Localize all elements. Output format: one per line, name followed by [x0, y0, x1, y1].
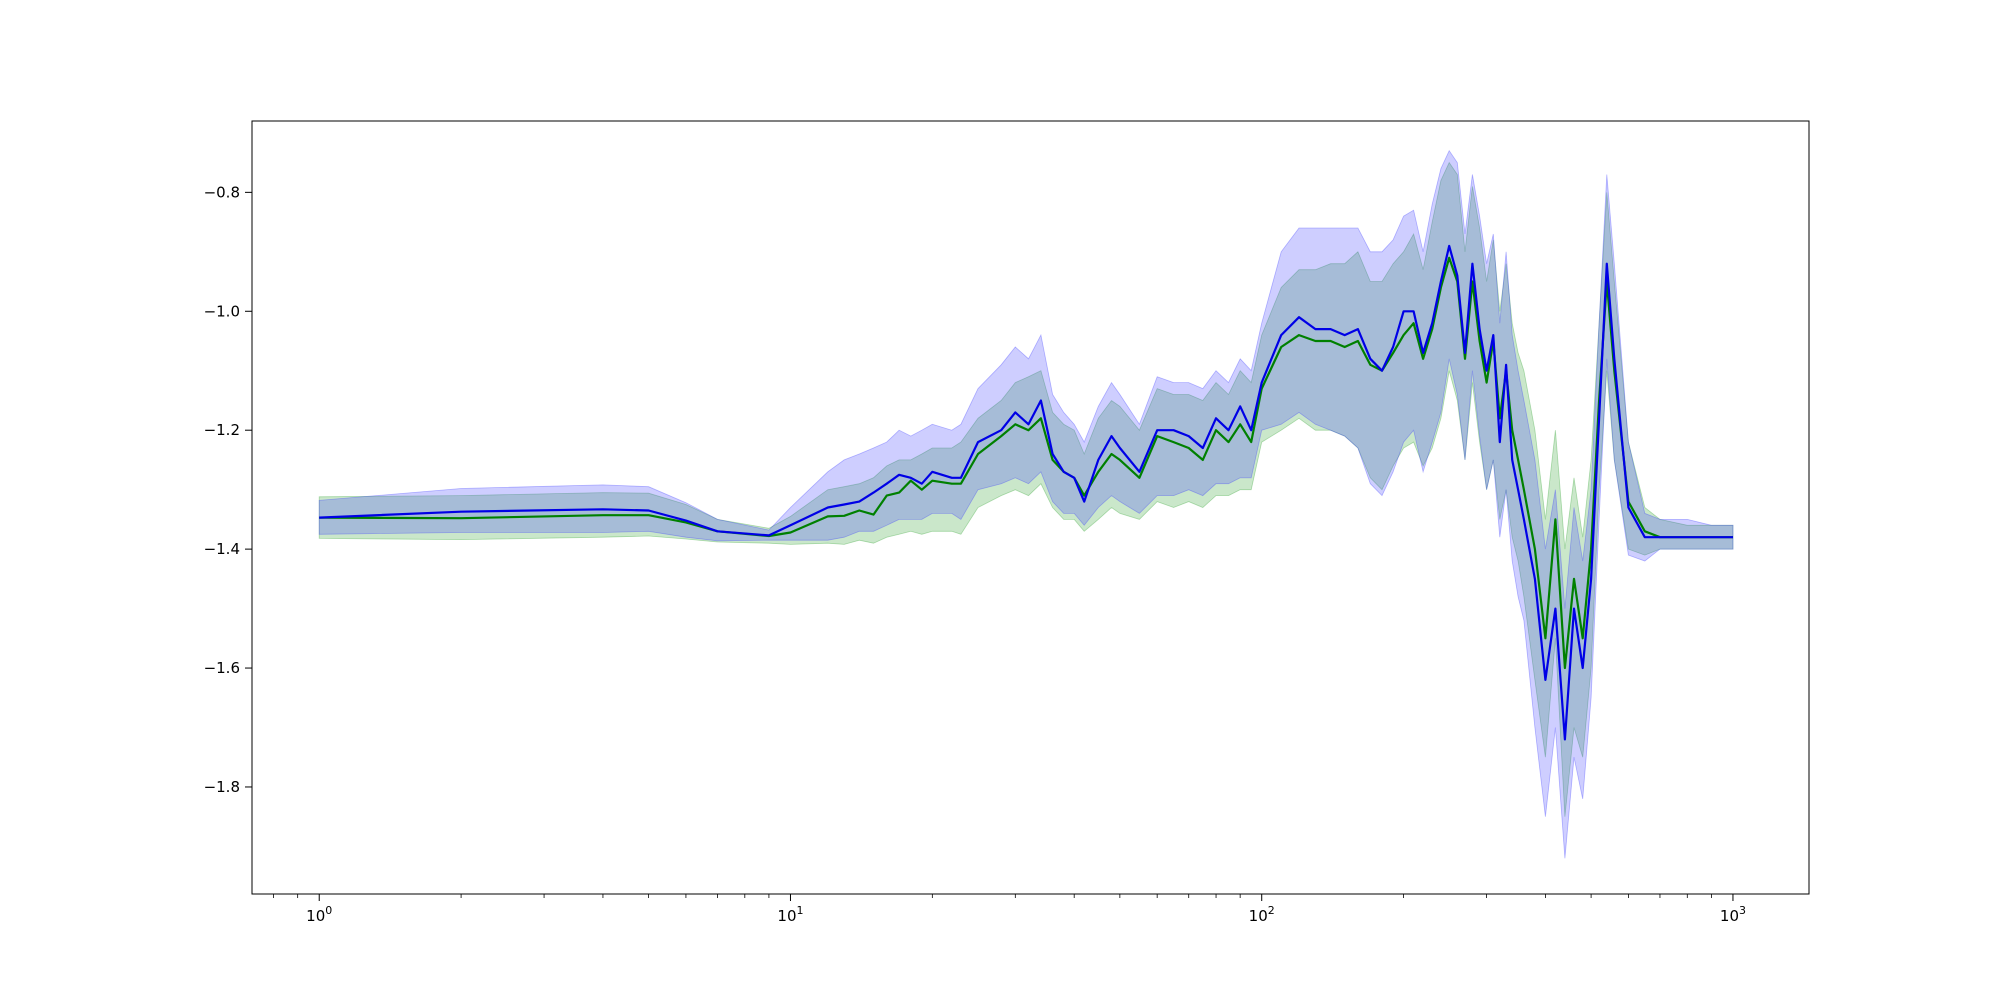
band-series-2 [318, 149, 1734, 859]
band-series-1 [318, 161, 1734, 817]
uncertainty-bands [318, 149, 1734, 859]
y-tick-label-2: −1.2 [204, 421, 240, 439]
y-tick-label-5: −1.8 [204, 778, 240, 796]
y-axis: −0.8 −1.0 −1.2 −1.4 −1.6 −1.8 [204, 183, 252, 796]
line-series-2 [319, 244, 1733, 741]
plot-frame [251, 120, 1810, 895]
x-tick-label-3: 103 [1720, 904, 1746, 925]
x-tick-label-0: 100 [306, 904, 332, 925]
y-tick-label-4: −1.6 [204, 659, 240, 677]
y-tick-label-3: −1.4 [204, 540, 240, 558]
x-axis: 100 101 102 103 [273, 894, 1746, 925]
y-tick-label-0: −0.8 [204, 183, 240, 201]
y-tick-label-1: −1.0 [204, 302, 240, 320]
series-lines [319, 244, 1733, 741]
line-series-1 [319, 256, 1733, 670]
x-tick-label-1: 101 [777, 904, 803, 925]
x-tick-label-2: 102 [1249, 904, 1275, 925]
